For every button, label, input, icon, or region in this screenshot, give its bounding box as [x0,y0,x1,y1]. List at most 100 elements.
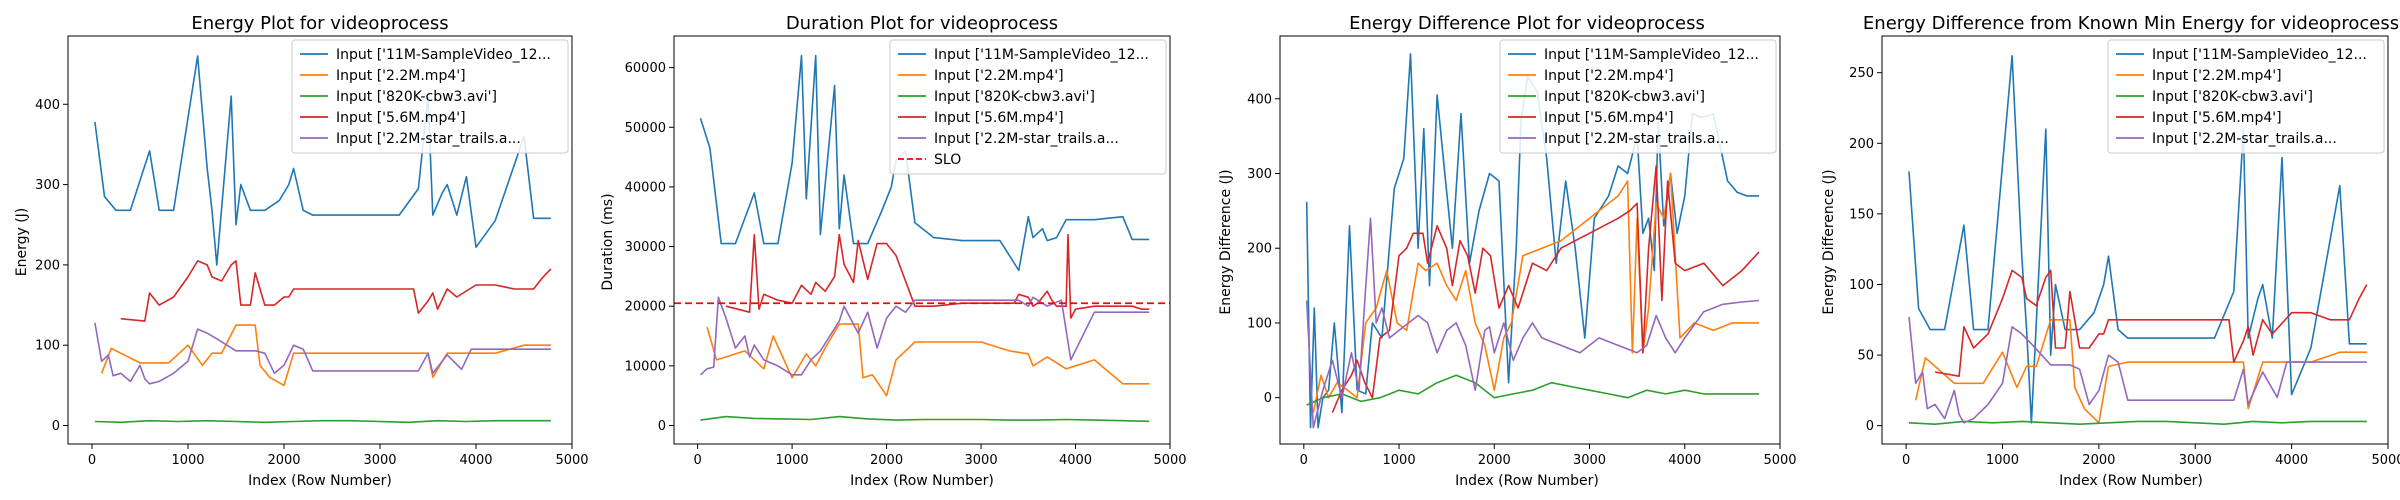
series-line-5 [1305,217,1760,429]
x-tick-label: 3000 [965,453,998,468]
y-tick-label: 400 [1247,92,1272,107]
legend-label: Input ['11M-SampleVideo_12... [934,47,1149,63]
legend-label: SLO [934,152,961,168]
x-tick-label: 1000 [776,453,809,468]
series-line-3 [94,419,551,424]
legend-label: Input ['2.2M-star_trails.a... [2152,131,2337,147]
y-tick-label: 200 [35,258,60,273]
y-tick-label: 100 [1849,278,1874,293]
series-line-4 [120,260,552,322]
y-axis-label: Energy (J) [14,208,30,277]
x-axis-label: Index (Row Number) [248,473,392,489]
legend-label: Input ['2.2M-star_trails.a... [336,131,521,147]
y-tick-label: 300 [35,178,60,193]
series-line-1 [1908,54,2367,424]
series-line-1 [94,55,551,266]
x-tick-label: 0 [1902,453,1910,468]
x-tick-label: 4000 [459,453,492,468]
y-tick-label: 0 [1264,391,1272,406]
x-tick-label: 1000 [171,453,204,468]
plot-area [674,54,1170,423]
series-line-4 [1934,269,2368,378]
y-tick-label: 50 [1857,349,1874,364]
plot-frame [1881,35,2389,445]
x-axis-label: Index (Row Number) [850,473,994,489]
plot-frame [67,35,573,445]
x-tick-label: 1000 [1383,453,1416,468]
series-line-5 [1908,316,2367,424]
series-line-2 [1914,318,2367,424]
legend-label: Input ['2.2M.mp4'] [1544,68,1674,84]
x-tick-label: 4000 [2275,453,2308,468]
y-tick-label: 0 [1866,419,1874,434]
x-tick-label: 0 [88,453,96,468]
series-line-5 [94,322,551,385]
legend: Input ['11M-SampleVideo_12... Input ['2.2… [2107,39,2385,154]
y-tick-label: 100 [35,339,60,354]
y-tick-label: 150 [1849,207,1874,222]
x-tick-label: 5000 [2371,453,2400,468]
plot-area [1305,53,1760,429]
x-tick-label: 2000 [2082,453,2115,468]
plot-frame [673,35,1171,445]
legend-frame [291,39,569,154]
y-tick-label: 200 [1247,242,1272,257]
chart-energy-difference-known-min: Energy Difference from Known Min Energy … [1821,13,2400,489]
legend-label: Input ['5.6M.mp4'] [934,110,1064,126]
chart-energy-difference-plot: Energy Difference Plot for videoprocess … [1218,13,1797,489]
y-tick-label: 200 [1849,137,1874,152]
legend-label: Input ['820K-cbw3.avi'] [336,89,497,105]
legend-label: Input ['2.2M-star_trails.a... [934,131,1119,147]
x-tick-label: 0 [693,453,701,468]
legend-label: Input ['11M-SampleVideo_12... [1544,47,1759,63]
legend-label: Input ['11M-SampleVideo_12... [2152,47,2367,63]
x-tick-label: 2000 [1478,453,1511,468]
legend: Input ['11M-SampleVideo_12... Input ['2.2… [291,39,569,154]
legend: Input ['11M-SampleVideo_12... Input ['2.2… [1499,39,1777,154]
x-tick-label: 3000 [363,453,396,468]
plot-area [94,55,552,424]
y-tick-label: 100 [1247,316,1272,331]
legend-label: Input ['2.2M-star_trails.a... [1544,131,1729,147]
chart-duration-plot: Duration Plot for videoprocess Index (Ro… [600,13,1187,489]
legend-label: Input ['820K-cbw3.avi'] [2152,89,2313,105]
legend: Input ['11M-SampleVideo_12... Input ['2.2… [889,39,1167,175]
legend-label: Input ['820K-cbw3.avi'] [1544,89,1705,105]
y-tick-label: 20000 [625,300,666,315]
series-line-5 [699,296,1150,376]
x-tick-label: 0 [1300,453,1308,468]
legend-frame [889,39,1167,175]
x-axis-label: Index (Row Number) [2059,473,2203,489]
y-tick-label: 400 [35,98,60,113]
series-line-4 [725,233,1150,319]
x-tick-label: 2000 [870,453,903,468]
series-line-3 [1908,420,2367,426]
series-line-2 [706,323,1150,397]
legend-label: Input ['2.2M.mp4'] [934,68,1064,84]
legend-label: Input ['5.6M.mp4'] [2152,110,2282,126]
legend-label: Input ['820K-cbw3.avi'] [934,89,1095,105]
chart-title: Duration Plot for videoprocess [786,13,1058,34]
x-tick-label: 4000 [1668,453,1701,468]
x-axis-label: Index (Row Number) [1455,473,1599,489]
y-tick-label: 60000 [625,61,666,76]
chart-title: Energy Difference Plot for videoprocess [1349,13,1705,34]
y-tick-label: 300 [1247,167,1272,182]
legend-frame [1499,39,1777,154]
legend-label: Input ['5.6M.mp4'] [336,110,466,126]
chart-title: Energy Plot for videoprocess [191,13,448,34]
series-line-3 [700,415,1150,423]
chart-energy-plot: Energy Plot for videoprocess Index (Row … [14,13,589,489]
x-tick-label: 5000 [1763,453,1796,468]
series-line-3 [1306,374,1759,406]
x-tick-label: 1000 [1986,453,2019,468]
x-tick-label: 3000 [1573,453,1606,468]
y-tick-label: 0 [658,419,666,434]
x-tick-label: 4000 [1059,453,1092,468]
plot-frame [1279,35,1781,445]
x-tick-label: 5000 [555,453,588,468]
y-axis-label: Duration (ms) [600,193,616,290]
y-tick-label: 40000 [625,180,666,195]
plot-area [1908,54,2368,426]
